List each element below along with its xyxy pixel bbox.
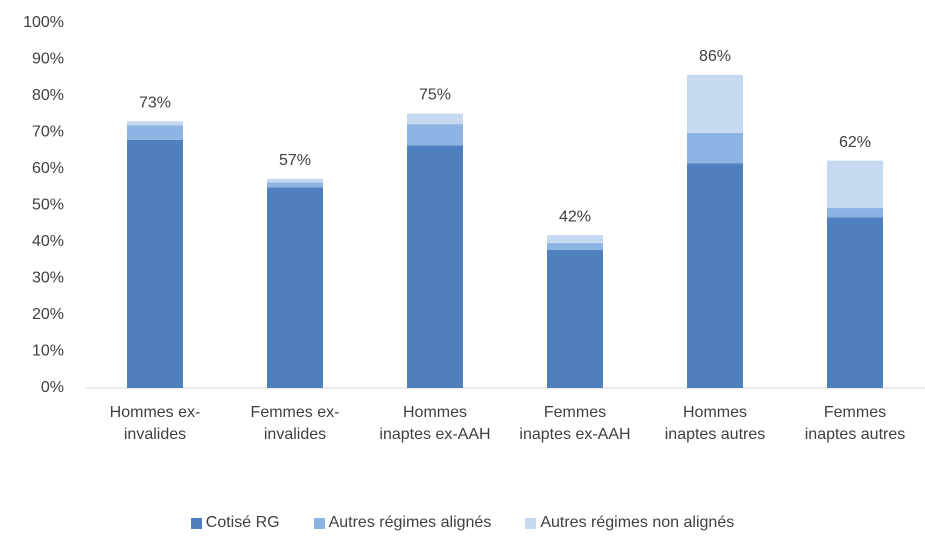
legend-label: Cotisé RG [205, 514, 280, 531]
y-tick-label: 60% [32, 160, 64, 177]
legend-label: Autres régimes alignés [328, 514, 492, 531]
bar-segment [127, 139, 183, 388]
legend-label: Autres régimes non alignés [540, 514, 735, 531]
bar-segment [407, 113, 463, 125]
legend: Cotisé RG Autres régimes alignés Autres ré… [0, 514, 925, 532]
bar-segment [267, 178, 323, 183]
bar-segment [267, 182, 323, 188]
y-tick-label: 90% [32, 51, 64, 68]
x-tick-label: Hommes inaptes autres [664, 404, 766, 443]
y-tick-label: 10% [32, 343, 64, 360]
legend-swatch [525, 517, 537, 529]
legend-item: Autres régimes alignés [313, 514, 492, 532]
y-tick-label: 80% [32, 87, 64, 104]
bar-segment [687, 74, 743, 133]
bar-segment [827, 217, 883, 388]
legend-item: Cotisé RG [190, 514, 280, 532]
bar-segment [687, 163, 743, 388]
y-tick-label: 20% [32, 306, 64, 323]
bar-segment [127, 125, 183, 140]
total-label: 73% [139, 94, 171, 111]
total-label: 86% [699, 48, 731, 65]
y-tick-label: 40% [32, 233, 64, 250]
legend-swatch [313, 517, 325, 529]
y-tick-label: 100% [23, 14, 64, 31]
bar-segment [407, 145, 463, 388]
x-tick-label: Femmes inaptes ex-AAH [519, 404, 631, 443]
total-label: 62% [839, 134, 871, 151]
total-label: 42% [559, 208, 591, 225]
bar-segment [267, 187, 323, 388]
y-tick-label: 70% [32, 124, 64, 141]
x-tick-label: Hommes ex-invalides [109, 404, 201, 443]
x-tick-label: Hommes inaptes ex-AAH [379, 404, 491, 443]
bar-segment [547, 250, 603, 388]
bar-segment [407, 124, 463, 146]
bar-segment [827, 160, 883, 209]
x-tick-label: Femmes inaptes autres [804, 404, 906, 443]
y-tick-label: 50% [32, 197, 64, 214]
bar-segment [547, 235, 603, 244]
x-tick-label: Femmes ex-invalides [250, 404, 340, 443]
bar-segment [827, 208, 883, 218]
bar-segment [547, 243, 603, 251]
bar-segment [127, 121, 183, 126]
y-tick-label: 0% [41, 379, 64, 396]
bar-segment [687, 132, 743, 164]
legend-swatch [190, 517, 202, 529]
total-label: 57% [279, 152, 311, 169]
y-tick-label: 30% [32, 270, 64, 287]
legend-item: Autres régimes non alignés [525, 514, 734, 532]
total-label: 75% [419, 87, 451, 104]
